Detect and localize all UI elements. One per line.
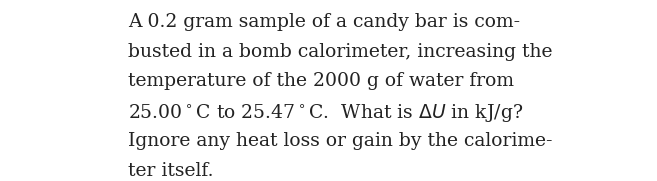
- Text: busted in a bomb calorimeter, increasing the: busted in a bomb calorimeter, increasing…: [128, 43, 553, 60]
- Text: temperature of the 2000 g of water from: temperature of the 2000 g of water from: [128, 72, 514, 90]
- Text: ter itself.: ter itself.: [128, 162, 214, 180]
- Text: Ignore any heat loss or gain by the calorime-: Ignore any heat loss or gain by the calo…: [128, 132, 553, 150]
- Text: 25.00$^\circ$C to 25.47$^\circ$C.  What is $\Delta\mathit{U}$ in kJ/g?: 25.00$^\circ$C to 25.47$^\circ$C. What i…: [128, 102, 524, 124]
- Text: A 0.2 gram sample of a candy bar is com-: A 0.2 gram sample of a candy bar is com-: [128, 13, 520, 31]
